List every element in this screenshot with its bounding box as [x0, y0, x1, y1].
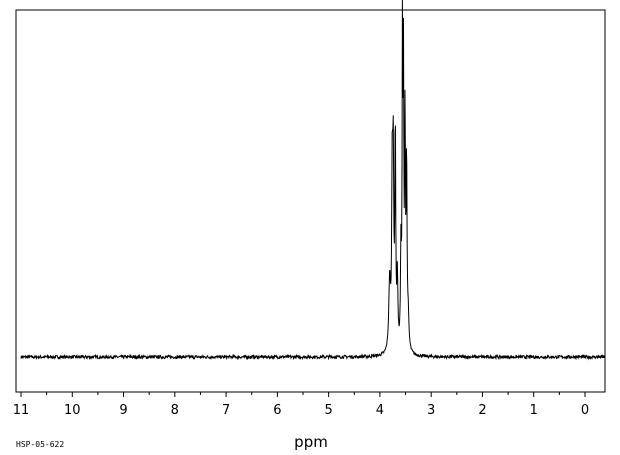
x-tick-label: 7 [222, 403, 230, 418]
x-axis-ticks [20, 392, 586, 397]
x-tick-label: 11 [13, 403, 30, 418]
x-tick-label: 6 [273, 403, 281, 418]
x-axis-title: ppm [294, 433, 328, 451]
x-tick-label: 1 [530, 403, 538, 418]
x-axis-tick-labels: 11 10 9 8 7 6 5 4 3 2 1 0 [13, 403, 589, 418]
plot-frame [15, 9, 606, 393]
x-tick-label: 5 [324, 403, 332, 418]
x-tick-label: 8 [171, 403, 179, 418]
spectrum-trace-group [20, 0, 605, 361]
x-tick-label: 3 [427, 403, 435, 418]
x-tick-label: 10 [64, 403, 81, 418]
x-tick-label: 0 [581, 403, 589, 418]
sample-id-label: HSP-05-622 [16, 440, 64, 449]
x-tick-label: 9 [119, 403, 127, 418]
x-tick-label: 4 [376, 403, 384, 418]
spectrum-line [20, 0, 605, 361]
x-tick-label: 2 [478, 403, 486, 418]
